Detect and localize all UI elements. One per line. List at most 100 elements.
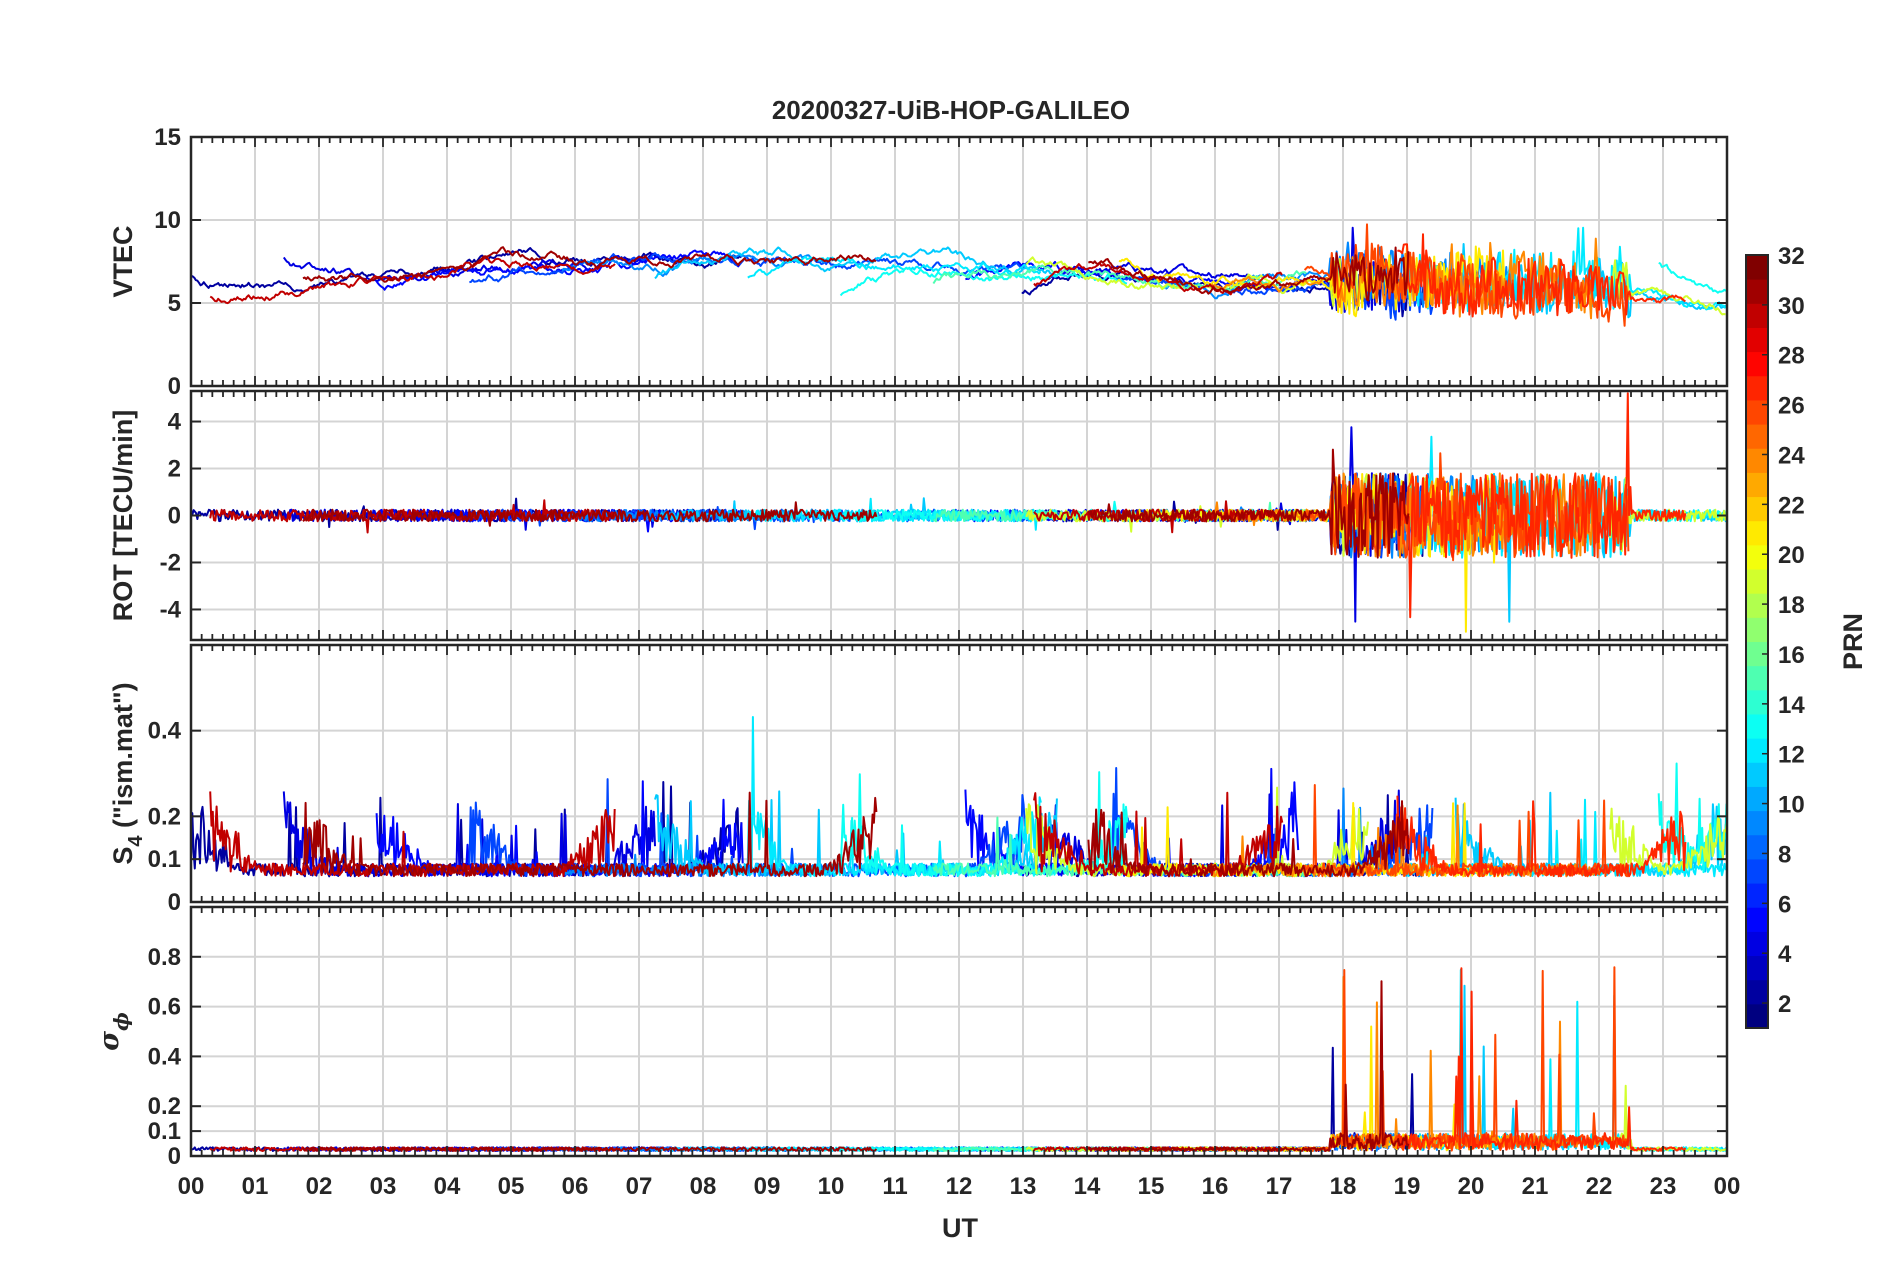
colorbar-swatch bbox=[1746, 641, 1768, 667]
x-tick-label: 11 bbox=[882, 1173, 907, 1200]
colorbar-swatch bbox=[1746, 279, 1768, 304]
y-axis-label: σϕ bbox=[94, 1012, 133, 1051]
colorbar-swatch bbox=[1746, 255, 1768, 280]
prn-31-track bbox=[1087, 800, 1410, 878]
y-axis-label-main: S bbox=[108, 847, 138, 865]
colorbar-tick-label: 16 bbox=[1778, 642, 1805, 669]
y-tick-label: 0 bbox=[168, 889, 181, 916]
panel-3: 0 0.1 0.2 0.4S4 ("ism.mat") bbox=[108, 643, 1729, 916]
y-tick-label: 5 bbox=[168, 290, 181, 317]
colorbar-swatch bbox=[1746, 738, 1768, 763]
x-tick-label: 17 bbox=[1266, 1173, 1293, 1200]
colorbar-swatch bbox=[1746, 424, 1768, 449]
colorbar-swatch bbox=[1746, 569, 1768, 594]
colorbar-swatch bbox=[1746, 375, 1768, 401]
prn-27-track bbox=[1396, 967, 1687, 1152]
prn-27-track bbox=[1396, 795, 1687, 878]
prn-13-track bbox=[1658, 261, 1727, 294]
colorbar-tick-label: 24 bbox=[1778, 442, 1805, 469]
x-tick-label: 23 bbox=[1650, 1173, 1677, 1200]
y-tick-label: 10 bbox=[154, 207, 181, 234]
x-tick-label: 00 bbox=[1714, 1173, 1741, 1200]
colorbar-swatch bbox=[1746, 472, 1768, 498]
prn-12-track bbox=[747, 255, 1042, 279]
x-tick-label: 14 bbox=[1074, 1173, 1101, 1200]
prn-31-track bbox=[302, 501, 878, 527]
prn-13-track bbox=[839, 267, 1128, 297]
y-tick-label: -2 bbox=[160, 549, 181, 576]
colorbar-swatch bbox=[1746, 955, 1768, 981]
y-tick-label: 0.8 bbox=[148, 944, 181, 971]
x-tick-label: 19 bbox=[1394, 1173, 1421, 1200]
x-tick-label: 04 bbox=[434, 1173, 461, 1200]
prn-31-track bbox=[1087, 448, 1410, 559]
y-axis-label-sub: ϕ bbox=[109, 1012, 133, 1031]
prn-5-track bbox=[375, 249, 743, 291]
colorbar-swatch bbox=[1746, 544, 1768, 570]
y-axis-label-rest: ("ism.mat") bbox=[108, 682, 138, 835]
x-tick-label: 10 bbox=[818, 1173, 845, 1200]
colorbar-swatch bbox=[1746, 786, 1768, 812]
colorbar-swatch bbox=[1746, 810, 1768, 836]
prn-31-track bbox=[302, 791, 878, 878]
colorbar-swatch bbox=[1746, 931, 1768, 957]
colorbar-swatch bbox=[1746, 520, 1768, 546]
y-tick-label: 0 bbox=[168, 503, 181, 530]
prn-27-track bbox=[1396, 392, 1687, 619]
y-tick-label: 0.6 bbox=[148, 994, 181, 1021]
x-tick-label: 22 bbox=[1586, 1173, 1613, 1200]
colorbar-tick-label: 4 bbox=[1778, 941, 1792, 968]
y-tick-label: 0.2 bbox=[148, 803, 181, 830]
x-tick-label: 03 bbox=[370, 1173, 397, 1200]
colorbar-swatch bbox=[1746, 327, 1768, 353]
data-tracks bbox=[191, 966, 1727, 1152]
colorbar-swatch bbox=[1746, 907, 1768, 932]
x-tick-label: 12 bbox=[946, 1173, 973, 1200]
colorbar-swatch bbox=[1746, 1003, 1768, 1029]
colorbar-label: PRN bbox=[1838, 613, 1868, 670]
y-tick-label: 15 bbox=[154, 124, 181, 151]
colorbar-tick-label: 12 bbox=[1778, 742, 1805, 769]
y-axis-label: S4 ("ism.mat") bbox=[108, 682, 147, 864]
prn-31-track bbox=[1087, 980, 1410, 1152]
data-tracks bbox=[191, 392, 1727, 633]
y-tick-label: 4 bbox=[168, 409, 182, 436]
colorbar-swatch bbox=[1746, 665, 1768, 691]
x-tick-label: 07 bbox=[626, 1173, 653, 1200]
prn-19-track bbox=[1609, 259, 1726, 316]
prn-19-track bbox=[1609, 1084, 1727, 1152]
y-tick-label: 0.4 bbox=[148, 718, 182, 745]
colorbar-swatch bbox=[1746, 762, 1768, 787]
x-tick-label: 00 bbox=[178, 1173, 205, 1200]
colorbar-tick-label: 20 bbox=[1778, 542, 1805, 569]
colorbar-tick-label: 32 bbox=[1778, 243, 1805, 270]
x-tick-label: 02 bbox=[306, 1173, 333, 1200]
prn-30-track bbox=[1033, 791, 1284, 877]
x-tick-label: 20 bbox=[1458, 1173, 1485, 1200]
colorbar-frame bbox=[1745, 254, 1769, 1029]
y-axis-label-main: σ bbox=[94, 1031, 125, 1051]
x-tick-label: 13 bbox=[1010, 1173, 1037, 1200]
colorbar-tick-label: 28 bbox=[1778, 343, 1805, 370]
colorbar-swatch bbox=[1746, 979, 1768, 1005]
x-tick-label: 09 bbox=[754, 1173, 781, 1200]
colorbar-tick-label: 30 bbox=[1778, 293, 1805, 320]
x-tick-labels: 00 01 02 03 04 05 06 07 08 09 10 11 12 13 14 15 16 17 18 19… bbox=[178, 1173, 1741, 1200]
colorbar-swatch bbox=[1746, 834, 1768, 860]
y-tick-label: 2 bbox=[168, 456, 181, 483]
prn-31-track bbox=[302, 1146, 878, 1152]
colorbar-swatch bbox=[1746, 448, 1768, 473]
colorbar-tick-label: 26 bbox=[1778, 393, 1805, 420]
colorbar-swatch bbox=[1746, 883, 1768, 908]
chart-title: 20200327-UiB-HOP-GALILEO bbox=[772, 95, 1130, 125]
data-tracks bbox=[191, 716, 1727, 878]
y-tick-label: 0.1 bbox=[148, 846, 181, 873]
prn-26-track bbox=[1303, 784, 1630, 878]
x-tick-label: 06 bbox=[562, 1173, 589, 1200]
colorbar-tick-label: 14 bbox=[1778, 692, 1805, 719]
prn-30-track bbox=[209, 791, 616, 878]
colorbar-swatch bbox=[1746, 496, 1768, 522]
